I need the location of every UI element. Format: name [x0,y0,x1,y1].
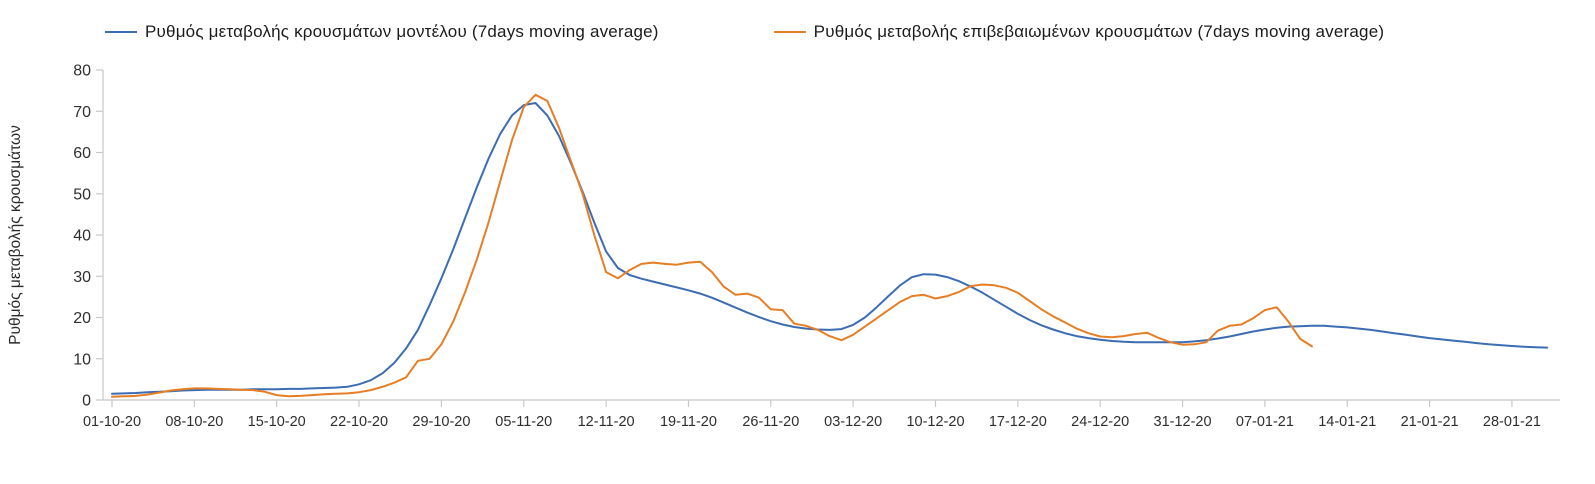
y-tick-label: 70 [73,104,91,121]
x-tick-label: 01-10-20 [83,414,141,430]
y-tick-label: 30 [73,269,91,286]
y-tick-label: 60 [73,145,91,162]
x-tick-label: 24-12-20 [1071,414,1129,430]
x-tick-label: 31-12-20 [1154,414,1212,430]
x-tick-label: 15-10-20 [248,414,306,430]
x-tick-label: 03-12-20 [824,414,882,430]
x-tick-label: 12-11-20 [578,414,635,430]
plot-area: 0 10 20 30 40 50 60 70 80 01-10-20 08-10-20 15-10-2… [73,63,1560,430]
legend-label-model: Ρυθμός μεταβολής κρουσμάτων μοντέλου (7d… [145,22,659,41]
x-tick-label: 08-10-20 [165,414,223,430]
y-tick-label: 80 [73,63,91,80]
x-tick-label: 22-10-20 [330,414,388,430]
legend-label-confirmed: Ρυθμός μεταβολής επιβεβαιωμένων κρουσμάτ… [813,22,1385,41]
x-tick-label: 10-12-20 [906,414,964,430]
x-tick-label: 14-01-21 [1318,414,1376,430]
chart-legend: Ρυθμός μεταβολής κρουσμάτων μοντέλου (7d… [105,22,1384,42]
x-tick-label: 17-12-20 [989,414,1047,430]
x-tick-label: 05-11-20 [495,414,552,430]
x-tick-label: 29-10-20 [412,414,470,430]
y-tick-label: 40 [73,228,91,245]
y-tick-label: 20 [73,310,91,327]
y-tick-label: 0 [82,393,91,410]
legend-swatch-confirmed-line [773,30,806,34]
x-tick-label: 07-01-21 [1236,414,1294,430]
x-tick-label: 21-01-21 [1401,414,1459,430]
series-line-confirmed [111,93,1313,398]
x-tick-label: 28-01-21 [1483,414,1541,430]
series-line-model [111,102,1549,395]
x-tick-label: 26-11-20 [742,414,799,430]
y-tick-label: 50 [73,186,91,203]
x-tick-label: 19-11-20 [660,414,717,430]
legend-item-confirmed: Ρυθμός μεταβολής επιβεβαιωμένων κρουσμάτ… [773,22,1385,42]
y-tick-label: 10 [73,351,91,368]
legend-item-model: Ρυθμός μεταβολής κρουσμάτων μοντέλου (7d… [105,22,659,42]
legend-swatch-model-line [105,30,137,34]
